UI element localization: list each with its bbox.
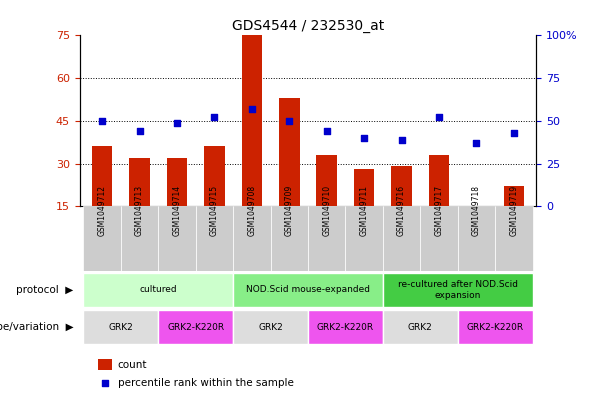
Text: percentile rank within the sample: percentile rank within the sample [118, 378, 294, 388]
Point [247, 106, 257, 112]
Text: GSM1049719: GSM1049719 [509, 184, 519, 235]
Bar [458, 310, 533, 344]
Text: re-cultured after NOD.Scid
expansion: re-cultured after NOD.Scid expansion [398, 280, 518, 299]
Bar [83, 273, 233, 307]
Point [100, 380, 110, 386]
Text: GSM1049713: GSM1049713 [135, 184, 144, 235]
Bar [233, 206, 270, 271]
Text: GSM1049714: GSM1049714 [172, 184, 181, 235]
Bar [504, 186, 524, 206]
Bar [233, 310, 308, 344]
Bar [316, 155, 337, 206]
Text: GSM1049709: GSM1049709 [285, 184, 294, 235]
Text: cultured: cultured [140, 285, 177, 294]
Bar [129, 158, 150, 206]
Bar [279, 98, 300, 206]
Bar [196, 206, 233, 271]
Bar [308, 310, 383, 344]
Text: NOD.Scid mouse-expanded: NOD.Scid mouse-expanded [246, 285, 370, 294]
Bar [308, 206, 346, 271]
Bar [167, 158, 188, 206]
Bar [83, 310, 158, 344]
Point [359, 135, 369, 141]
Text: GRK2-K220R: GRK2-K220R [167, 323, 224, 332]
Bar [158, 206, 196, 271]
Bar [92, 147, 112, 206]
Bar [98, 359, 112, 370]
Text: GSM1049708: GSM1049708 [248, 184, 256, 235]
Bar [242, 35, 262, 206]
Bar [158, 310, 233, 344]
Point [509, 130, 519, 136]
Text: GSM1049718: GSM1049718 [472, 184, 481, 235]
Bar [354, 169, 375, 206]
Text: count: count [118, 360, 147, 370]
Bar [121, 206, 158, 271]
Bar [458, 206, 495, 271]
Text: GSM1049715: GSM1049715 [210, 184, 219, 235]
Point [172, 119, 182, 126]
Bar [233, 273, 383, 307]
Point [135, 128, 145, 134]
Bar [383, 206, 421, 271]
Point [284, 118, 294, 124]
Text: GSM1049716: GSM1049716 [397, 184, 406, 235]
Text: GRK2-K220R: GRK2-K220R [466, 323, 524, 332]
Bar [83, 206, 121, 271]
Point [471, 140, 481, 146]
Point [397, 136, 406, 143]
Point [97, 118, 107, 124]
Bar [495, 206, 533, 271]
Text: GSM1049710: GSM1049710 [322, 184, 331, 235]
Bar [383, 273, 533, 307]
Bar [204, 147, 225, 206]
Text: genotype/variation  ▶: genotype/variation ▶ [0, 322, 74, 332]
Text: GRK2: GRK2 [109, 323, 133, 332]
Bar [270, 206, 308, 271]
Point [322, 128, 332, 134]
Text: GSM1049717: GSM1049717 [435, 184, 444, 235]
Text: GRK2-K220R: GRK2-K220R [317, 323, 374, 332]
Point [210, 114, 219, 121]
Bar [383, 310, 458, 344]
Text: GRK2: GRK2 [258, 323, 283, 332]
Title: GDS4544 / 232530_at: GDS4544 / 232530_at [232, 19, 384, 33]
Point [434, 114, 444, 121]
Text: GSM1049712: GSM1049712 [97, 184, 107, 235]
Text: protocol  ▶: protocol ▶ [17, 285, 74, 295]
Bar [346, 206, 383, 271]
Bar [391, 166, 412, 206]
Bar [421, 206, 458, 271]
Bar [428, 155, 449, 206]
Text: GSM1049711: GSM1049711 [360, 184, 368, 235]
Text: GRK2: GRK2 [408, 323, 433, 332]
